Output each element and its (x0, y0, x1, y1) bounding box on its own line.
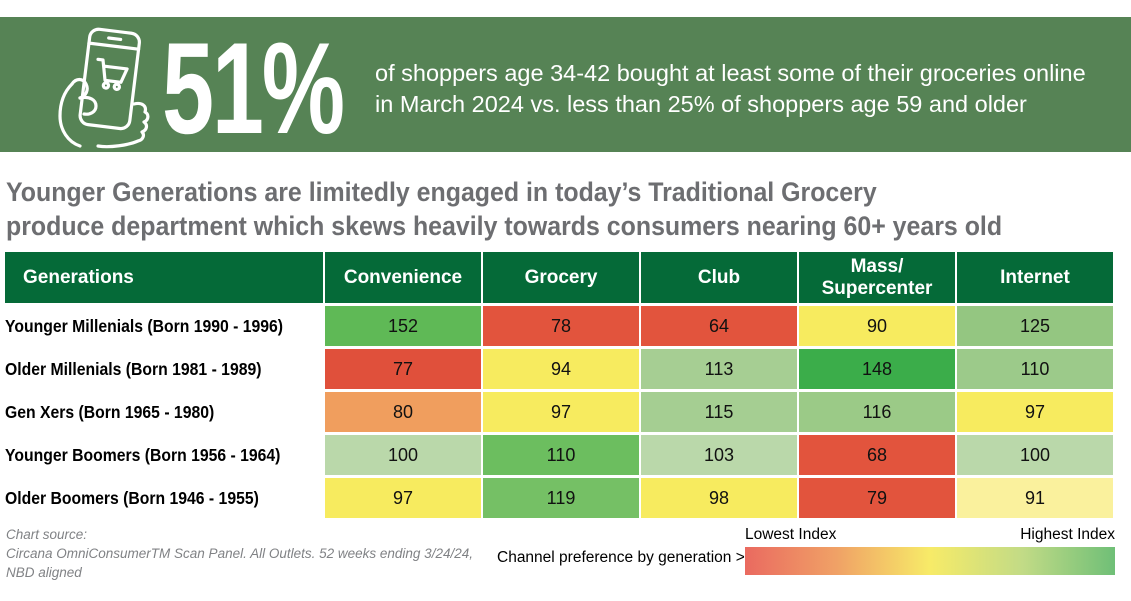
page-title-line2: produce department which skews heavily t… (6, 211, 1003, 242)
heatmap-cell: 64 (641, 306, 797, 346)
row-label-text: Gen Xers (Born 1965 - 1980) (5, 401, 215, 422)
chart-source-line3: NBD aligned (6, 564, 82, 580)
stat-description-line1: of shoppers age 34-42 bought at least so… (375, 60, 1086, 86)
row-label-text: Younger Boomers (Born 1956 - 1964) (5, 444, 281, 465)
heatmap-cell: 113 (641, 349, 797, 389)
shopping-cart-glyph (96, 57, 129, 84)
heatmap-cell: 110 (483, 435, 639, 475)
page-title-line1: Younger Generations are limitedly engage… (6, 177, 877, 207)
hand-outline (58, 77, 150, 149)
heatmap-table: Generations Convenience Grocery Club Mass/ S… (5, 252, 1113, 518)
row-label-text: Younger Millenials (Born 1990 - 1996) (5, 315, 284, 336)
heatmap-cell: 100 (957, 435, 1113, 475)
heatmap-cell: 68 (799, 435, 955, 475)
heatmap-cell: 98 (641, 478, 797, 518)
column-header-3: Mass/ Supercenter (799, 252, 955, 303)
row-label-1: Older Millenials (Born 1981 - 1989) (5, 349, 323, 389)
stat-description: of shoppers age 34-42 bought at least so… (375, 58, 1086, 121)
heatmap-cell: 148 (799, 349, 955, 389)
heatmap-cell: 100 (325, 435, 481, 475)
legend-caption: Channel preference by generation > (497, 549, 745, 566)
column-header-1: Grocery (483, 252, 639, 303)
stat-description-line2: in March 2024 vs. less than 25% of shopp… (375, 91, 1027, 118)
heatmap-cell: 78 (483, 306, 639, 346)
row-label-text: Older Boomers (Born 1946 - 1955) (5, 487, 259, 508)
chart-source-note: Chart source: Circana OmniConsumerTM Sca… (6, 526, 473, 583)
heatmap-cell: 115 (641, 392, 797, 432)
heatmap-cell: 97 (483, 392, 639, 432)
stat-banner: 51% of shoppers age 34-42 bought at leas… (0, 15, 1131, 161)
heatmap-cell: 125 (957, 306, 1113, 346)
chart-source-line1: Chart source: (6, 527, 88, 542)
legend-highest-label: Highest Index (1020, 526, 1115, 543)
column-header-4: Internet (957, 252, 1113, 303)
legend-gradient-bar (745, 547, 1115, 575)
heatmap-cell: 90 (799, 306, 955, 346)
column-header-2: Club (641, 252, 797, 303)
chart-source-line2: Circana OmniConsumerTM Scan Panel. All O… (6, 545, 473, 561)
row-label-4: Older Boomers (Born 1946 - 1955) (5, 478, 323, 518)
row-label-2: Gen Xers (Born 1965 - 1980) (5, 392, 323, 432)
heatmap-cell: 110 (957, 349, 1113, 389)
heatmap-cell: 80 (325, 392, 481, 432)
phone-outline (78, 27, 141, 131)
legend-lowest-label: Lowest Index (745, 526, 837, 543)
heatmap-cell: 97 (325, 478, 481, 518)
row-label-0: Younger Millenials (Born 1990 - 1996) (5, 306, 323, 346)
heatmap-cell: 94 (483, 349, 639, 389)
heatmap-cell: 116 (799, 392, 955, 432)
row-label-text: Older Millenials (Born 1981 - 1989) (5, 358, 262, 379)
heatmap-cell: 97 (957, 392, 1113, 432)
heatmap-cell: 79 (799, 478, 955, 518)
heatmap-cell: 77 (325, 349, 481, 389)
row-label-3: Younger Boomers (Born 1956 - 1964) (5, 435, 323, 475)
heatmap-cell: 119 (483, 478, 639, 518)
heatmap-cell: 91 (957, 478, 1113, 518)
page-title: Younger Generations are limitedly engage… (6, 175, 1002, 244)
heatmap-cell: 103 (641, 435, 797, 475)
heatmap-cell: 152 (325, 306, 481, 346)
stat-value: 51% (162, 15, 345, 161)
column-header-generations: Generations (5, 252, 323, 303)
column-header-0: Convenience (325, 252, 481, 303)
phone-shopping-cart-icon (58, 27, 150, 149)
